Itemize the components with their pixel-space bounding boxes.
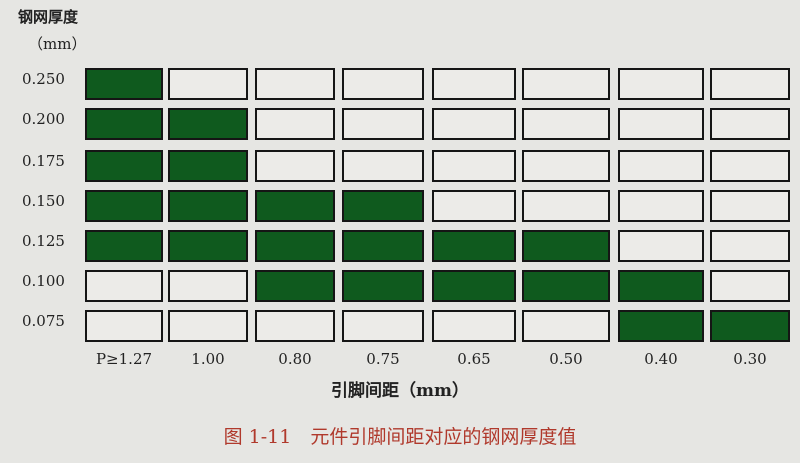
heatmap-cell — [255, 150, 335, 182]
heatmap-cell — [522, 190, 610, 222]
figure-caption: 图 1-11 元件引脚间距对应的钢网厚度值 — [223, 426, 577, 448]
heatmap-cell — [168, 270, 248, 302]
y-axis-label: 钢网厚度 — [18, 8, 79, 26]
heatmap-cell — [710, 230, 790, 262]
heatmap-cell — [522, 310, 610, 342]
x-tick-label: 0.65 — [457, 350, 491, 368]
heatmap-cell — [432, 150, 516, 182]
heatmap-cell — [168, 150, 248, 182]
heatmap-cell — [710, 68, 790, 100]
heatmap-cell — [710, 190, 790, 222]
x-tick-label: 0.80 — [278, 350, 312, 368]
heatmap-cell — [342, 190, 424, 222]
heatmap-cell — [522, 108, 610, 140]
y-tick-label: 0.100 — [22, 272, 65, 290]
heatmap-cell — [168, 108, 248, 140]
y-tick-label: 0.200 — [22, 110, 65, 128]
heatmap-cell — [432, 68, 516, 100]
x-tick-label: 0.30 — [733, 350, 767, 368]
x-tick-label: 1.00 — [191, 350, 225, 368]
heatmap-cell — [85, 68, 163, 100]
heatmap-cell — [710, 108, 790, 140]
heatmap-cell — [255, 108, 335, 140]
heatmap-cell — [168, 310, 248, 342]
x-tick-label: 0.75 — [366, 350, 400, 368]
heatmap-cell — [432, 270, 516, 302]
y-tick-label: 0.125 — [22, 232, 65, 250]
heatmap-cell — [342, 310, 424, 342]
y-axis-unit: （mm） — [28, 35, 87, 53]
heatmap-cell — [618, 230, 704, 262]
heatmap-cell — [255, 270, 335, 302]
heatmap-cell — [85, 150, 163, 182]
heatmap-cell — [432, 108, 516, 140]
x-tick-label: 0.50 — [549, 350, 583, 368]
heatmap-cell — [85, 270, 163, 302]
heatmap-cell — [168, 190, 248, 222]
x-tick-label: 0.40 — [644, 350, 678, 368]
y-tick-label: 0.250 — [22, 70, 65, 88]
heatmap-cell — [342, 108, 424, 140]
heatmap-cell — [432, 230, 516, 262]
heatmap-cell — [255, 230, 335, 262]
heatmap-cell — [85, 190, 163, 222]
y-tick-label: 0.175 — [22, 152, 65, 170]
heatmap-cell — [618, 190, 704, 222]
heatmap-cell — [710, 270, 790, 302]
x-axis-label: 引脚间距（mm） — [331, 381, 469, 401]
heatmap-cell — [710, 310, 790, 342]
heatmap-cell — [710, 150, 790, 182]
heatmap-cell — [618, 150, 704, 182]
x-tick-label: P≥1.27 — [95, 350, 153, 368]
heatmap-cell — [85, 108, 163, 140]
heatmap-cell — [522, 68, 610, 100]
heatmap-cell — [618, 270, 704, 302]
heatmap-cell — [342, 270, 424, 302]
heatmap-cell — [618, 108, 704, 140]
heatmap-cell — [85, 310, 163, 342]
heatmap-cell — [618, 68, 704, 100]
heatmap-cell — [342, 68, 424, 100]
heatmap-cell — [522, 270, 610, 302]
heatmap-cell — [522, 150, 610, 182]
heatmap-cell — [342, 150, 424, 182]
heatmap-cell — [255, 68, 335, 100]
heatmap-cell — [255, 190, 335, 222]
heatmap-cell — [618, 310, 704, 342]
y-tick-label: 0.150 — [22, 192, 65, 210]
heatmap-cell — [85, 230, 163, 262]
heatmap-cell — [255, 310, 335, 342]
y-tick-label: 0.075 — [22, 312, 65, 330]
heatmap-cell — [168, 68, 248, 100]
heatmap-cell — [432, 310, 516, 342]
heatmap-cell — [342, 230, 424, 262]
heatmap-cell — [168, 230, 248, 262]
heatmap-cell — [432, 190, 516, 222]
heatmap-cell — [522, 230, 610, 262]
